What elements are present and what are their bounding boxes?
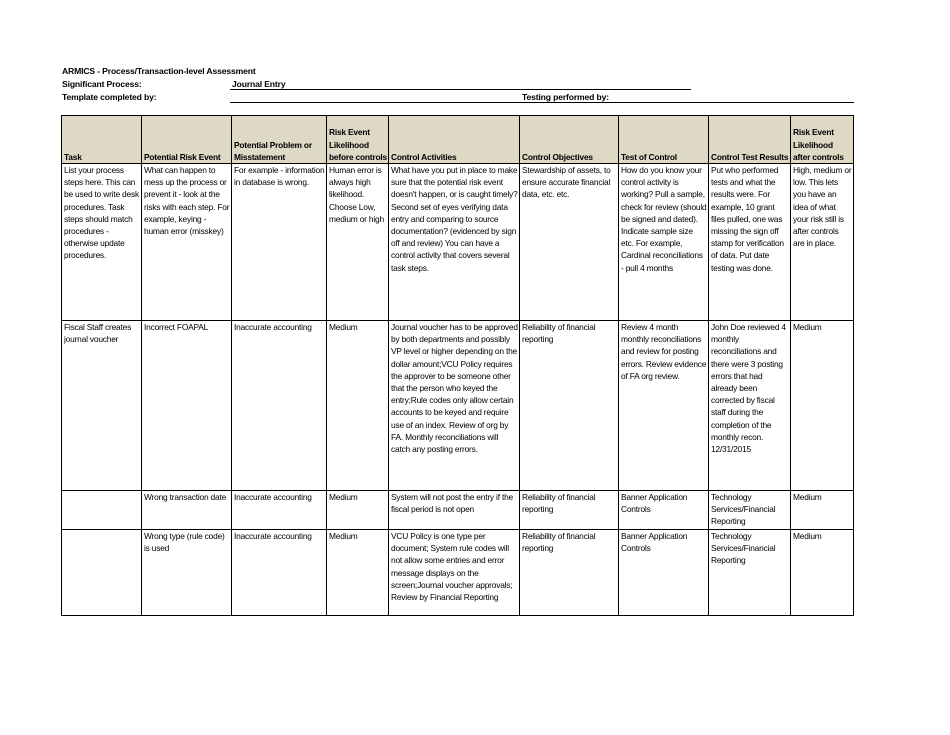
cell-task[interactable]: List your process steps here. This can b…	[61, 163, 142, 321]
header-row: Task Potential Risk Event Potential Proble…	[61, 115, 854, 164]
column-header-test-of-control: Test of Control	[618, 115, 709, 164]
column-header-control-objectives: Control Objectives	[519, 115, 619, 164]
column-header-potential-risk-event: Potential Risk Event	[141, 115, 232, 164]
cell-control-test-results[interactable]: Technology Services/Financial Reporting	[708, 529, 791, 616]
table-row: Wrong transaction date Inaccurate account…	[61, 490, 854, 530]
cell-test-of-control[interactable]: Review 4 month monthly reconciliations a…	[618, 320, 709, 491]
column-header-task: Task	[61, 115, 142, 164]
cell-test-of-control[interactable]: How do you know your control activity is…	[618, 163, 709, 321]
cell-risk-event-likelihood-after-controls[interactable]: High, medium or low. This lets you have …	[790, 163, 854, 321]
cell-control-activities[interactable]: System will not post the entry if the fi…	[388, 490, 520, 530]
template-completed-label: Template completed by:	[62, 92, 157, 102]
cell-control-objectives[interactable]: Reliability of financial reporting	[519, 320, 619, 491]
column-header-potential-problem-or-misstatement: Potential Problem or Misstatement	[231, 115, 327, 164]
cell-task[interactable]: Fiscal Staff creates journal voucher	[61, 320, 142, 491]
cell-risk-event-likelihood-before-controls[interactable]: Medium	[326, 490, 389, 530]
cell-control-activities[interactable]: VCU Policy is one type per document; Sys…	[388, 529, 520, 616]
page-title: ARMICS - Process/Transaction-level Asses…	[62, 66, 256, 76]
cell-task[interactable]	[61, 490, 142, 530]
cell-control-activities[interactable]: What have you put in place to make sure …	[388, 163, 520, 321]
cell-risk-event-likelihood-before-controls[interactable]: Human error is always high likelihood. C…	[326, 163, 389, 321]
cell-risk-event-likelihood-before-controls[interactable]: Medium	[326, 320, 389, 491]
cell-control-test-results[interactable]: Technology Services/Financial Reporting	[708, 490, 791, 530]
template-completed-underline	[230, 102, 854, 103]
cell-control-objectives[interactable]: Reliability of financial reporting	[519, 490, 619, 530]
cell-potential-risk-event[interactable]: What can happen to mess up the process o…	[141, 163, 232, 321]
table-row: List your process steps here. This can b…	[61, 163, 854, 321]
column-header-risk-event-likelihood-before-controls: Risk Event Likelihood before controls	[326, 115, 389, 164]
cell-risk-event-likelihood-after-controls[interactable]: Medium	[790, 529, 854, 616]
column-header-risk-event-likelihood-after-controls: Risk Event Likelihood after controls	[790, 115, 854, 164]
column-header-control-test-results: Control Test Results	[708, 115, 791, 164]
cell-potential-problem-or-misstatement[interactable]: For example - information in database is…	[231, 163, 327, 321]
cell-potential-risk-event[interactable]: Wrong type (rule code) is used	[141, 529, 232, 616]
cell-control-objectives[interactable]: Reliability of financial reporting	[519, 529, 619, 616]
cell-control-activities[interactable]: Journal voucher has to be approved by bo…	[388, 320, 520, 491]
assessment-table: Task Potential Risk Event Potential Proble…	[61, 115, 854, 616]
cell-potential-risk-event[interactable]: Wrong transaction date	[141, 490, 232, 530]
cell-control-test-results[interactable]: Put who performed tests and what the res…	[708, 163, 791, 321]
cell-risk-event-likelihood-before-controls[interactable]: Medium	[326, 529, 389, 616]
cell-risk-event-likelihood-after-controls[interactable]: Medium	[790, 320, 854, 491]
significant-process-underline	[230, 89, 691, 90]
cell-potential-problem-or-misstatement[interactable]: Inaccurate accounting	[231, 529, 327, 616]
cell-potential-problem-or-misstatement[interactable]: Inaccurate accounting	[231, 490, 327, 530]
cell-control-objectives[interactable]: Stewardship of assets, to ensure accurat…	[519, 163, 619, 321]
cell-potential-problem-or-misstatement[interactable]: Inaccurate accounting	[231, 320, 327, 491]
table-row: Fiscal Staff creates journal voucher Inco…	[61, 320, 854, 491]
cell-test-of-control[interactable]: Banner Application Controls	[618, 490, 709, 530]
cell-task[interactable]	[61, 529, 142, 616]
significant-process-value: Journal Entry	[232, 79, 286, 89]
cell-test-of-control[interactable]: Banner Application Controls	[618, 529, 709, 616]
column-header-control-activities: Control Activities	[388, 115, 520, 164]
significant-process-label: Significant Process:	[62, 79, 142, 89]
table-row: Wrong type (rule code) is used Inaccurate…	[61, 529, 854, 616]
cell-potential-risk-event[interactable]: Incorrect FOAPAL	[141, 320, 232, 491]
cell-control-test-results[interactable]: John Doe reviewed 4 monthly reconciliati…	[708, 320, 791, 491]
testing-performed-label: Testing performed by:	[522, 92, 609, 102]
cell-risk-event-likelihood-after-controls[interactable]: Medium	[790, 490, 854, 530]
